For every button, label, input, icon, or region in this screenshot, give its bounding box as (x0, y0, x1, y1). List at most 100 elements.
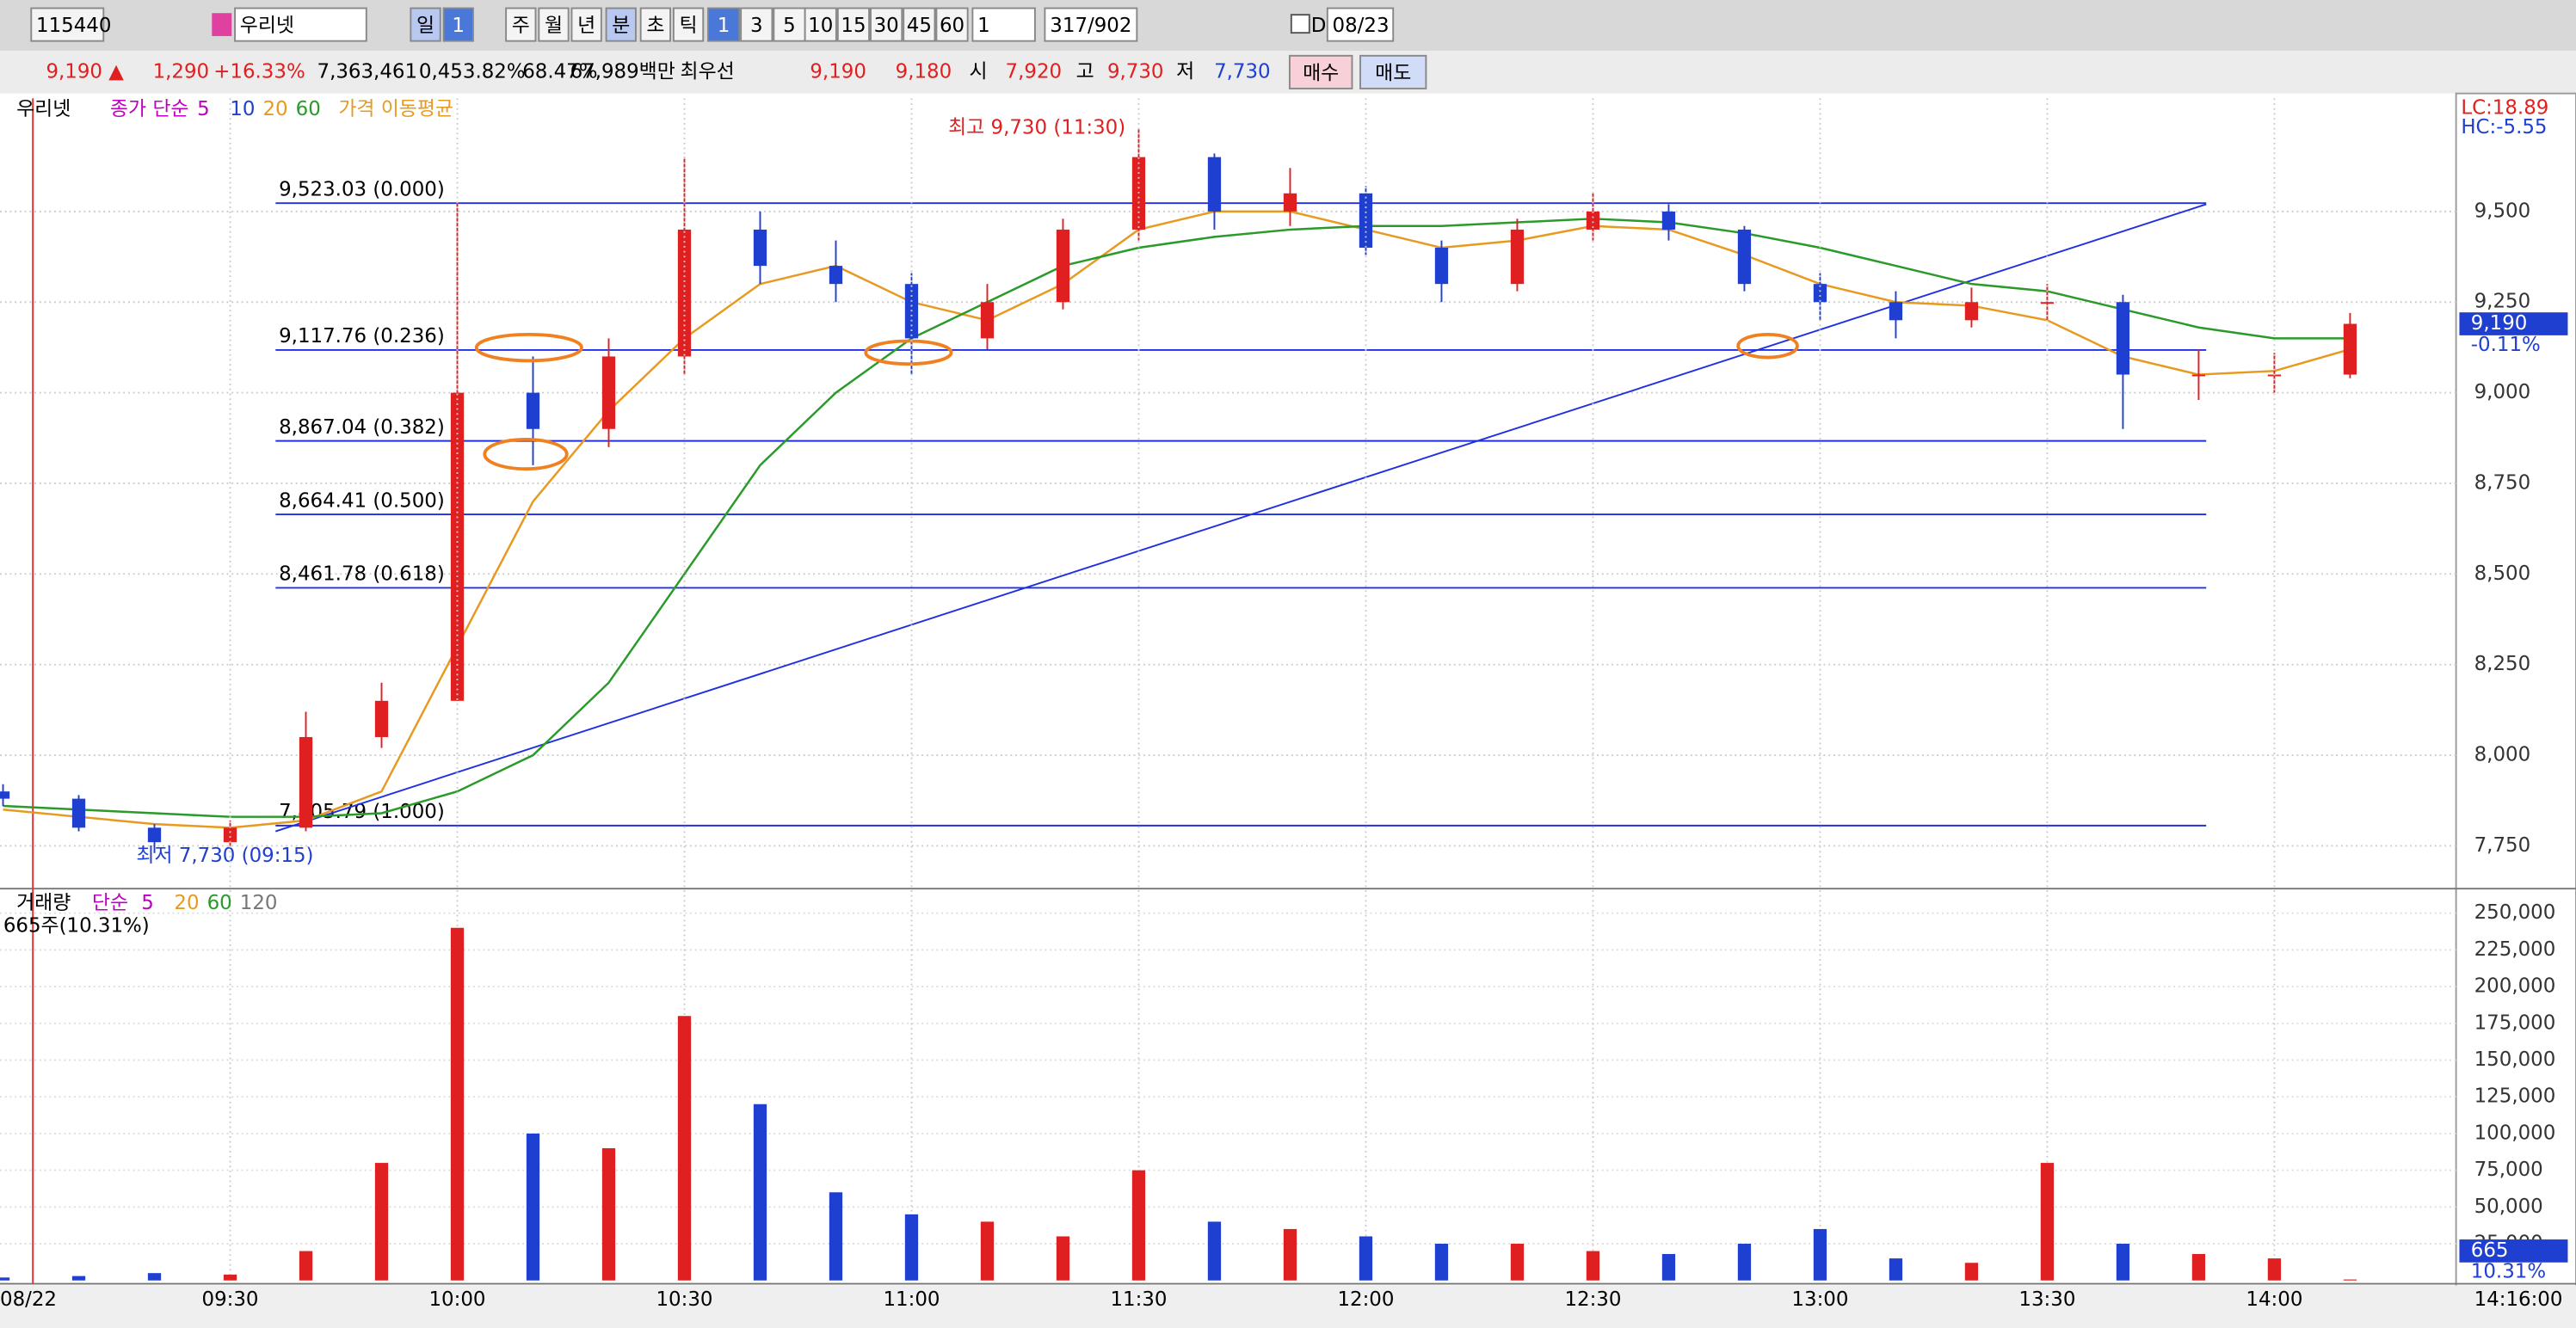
interval-button[interactable]: 15 (841, 15, 866, 37)
interval-button[interactable]: 45 (907, 15, 932, 37)
interval-button[interactable]: 10 (808, 15, 833, 37)
volume-bar (1056, 1236, 1070, 1281)
buy-button-box[interactable] (1288, 54, 1353, 89)
current-volume: 665 (2471, 1239, 2509, 1262)
current-price: 9,190 (2471, 312, 2528, 335)
volume-bar (1586, 1251, 1600, 1281)
volume-bar (223, 1274, 237, 1281)
period-button[interactable]: 주 (512, 15, 530, 37)
candle-body (71, 798, 86, 828)
period-button-box[interactable] (672, 7, 705, 42)
candle-body (677, 229, 692, 357)
period-button[interactable]: 틱 (680, 15, 698, 37)
interval-button-box[interactable] (740, 7, 773, 42)
interval-button-box[interactable] (836, 7, 871, 42)
candle-body (1359, 193, 1373, 249)
period-value[interactable]: 1 (452, 15, 465, 37)
candle-body (1510, 229, 1525, 285)
volume-bar (1283, 1228, 1297, 1281)
checkbox[interactable] (1290, 14, 1310, 34)
candle-body (1661, 211, 1676, 230)
interval-button[interactable]: 30 (874, 15, 899, 37)
moving-average (3, 210, 2351, 829)
y-tick-label: 150,000 (2474, 1048, 2556, 1071)
x-end-label: 14:16:00 (2474, 1288, 2563, 1311)
buy-button[interactable]: 매수 (1303, 62, 1339, 84)
volume-bar (526, 1133, 540, 1281)
interval-button[interactable]: 3 (750, 15, 763, 37)
period-button[interactable]: 일 (416, 15, 434, 37)
period-button[interactable]: 분 (612, 15, 630, 37)
count-input[interactable]: 1 (977, 15, 990, 37)
info-change: 1,290 (153, 60, 210, 83)
x-tick-label: 11:00 (883, 1288, 940, 1311)
y-tick-label: 75,000 (2474, 1159, 2543, 1181)
current-volume-box (2459, 1239, 2568, 1263)
interval-button-box[interactable] (804, 7, 837, 42)
period-button-box[interactable] (570, 7, 602, 42)
candle-body (526, 392, 540, 429)
date-input-box[interactable] (1326, 7, 1395, 42)
interval-button[interactable]: 1 (718, 15, 730, 37)
info-amount: 67,989백만 (570, 60, 675, 83)
period-button-box[interactable] (410, 7, 441, 42)
plot-bg (0, 93, 2456, 1288)
highlight-ellipse (1736, 332, 1799, 360)
info-volume: 7,363,461 (317, 60, 418, 83)
period-button[interactable]: 월 (545, 15, 563, 37)
volume-bar (2191, 1253, 2206, 1281)
info-open-label: 시 (970, 60, 988, 83)
count-input-box[interactable] (971, 7, 1036, 42)
x-tick-label: 10:00 (429, 1288, 486, 1311)
candle-body (1737, 229, 1752, 285)
volume-bar (2343, 1279, 2357, 1281)
volume-bar (374, 1163, 389, 1281)
legend-label: 종가 단순 (110, 98, 189, 120)
stock-name[interactable]: 우리넷 (240, 15, 294, 37)
info-low-label: 저 (1176, 60, 1194, 83)
range-display-box[interactable] (1044, 7, 1138, 42)
interval-button[interactable]: 5 (783, 15, 796, 37)
interval-button-box[interactable] (707, 7, 741, 42)
date-input[interactable]: 08/23 (1333, 15, 1390, 37)
y-tick-label: 8,250 (2474, 653, 2531, 675)
period-button-box[interactable] (538, 7, 570, 42)
volume-bar (450, 927, 465, 1281)
legend-period: 20 (263, 98, 288, 120)
volume-bar (299, 1251, 313, 1281)
fib-label: 9,523.03 (0.000) (279, 178, 445, 200)
range-display[interactable]: 317/902 (1050, 15, 1131, 37)
period-button[interactable]: 년 (577, 15, 595, 37)
volume-bar (1510, 1244, 1525, 1281)
y-tick-label: 8,000 (2474, 744, 2531, 766)
period-button[interactable]: 초 (646, 15, 664, 37)
stock-code-box[interactable] (30, 7, 105, 42)
interval-button-box[interactable] (935, 7, 969, 42)
y-tick-label: 175,000 (2474, 1011, 2556, 1034)
interval-button-box[interactable] (903, 7, 936, 42)
candle-body (2116, 302, 2130, 375)
candle-body (2040, 302, 2055, 304)
period-value-box[interactable] (442, 7, 474, 42)
stock-code[interactable]: 115440 (36, 15, 111, 37)
candle-body (1056, 229, 1070, 303)
y-tick-label: 9,250 (2474, 291, 2531, 313)
fib-label: 8,867.04 (0.382) (279, 416, 445, 439)
period-button-box[interactable] (605, 7, 637, 42)
sell-button-box[interactable] (1359, 54, 1427, 89)
sell-button[interactable]: 매도 (1375, 62, 1411, 84)
info-volume-rate: 0,453.82% (419, 60, 526, 83)
interval-button-box[interactable] (870, 7, 903, 42)
period-button-box[interactable] (505, 7, 537, 42)
volume-bar (71, 1276, 86, 1281)
interval-button[interactable]: 60 (940, 15, 964, 37)
interval-button-box[interactable] (773, 7, 806, 42)
volume-bar (829, 1192, 843, 1281)
highlight-ellipse (864, 339, 953, 366)
check-label: D (1311, 15, 1327, 37)
period-button-box[interactable] (639, 7, 672, 42)
y-tick-label: 100,000 (2474, 1122, 2556, 1144)
stock-name-box[interactable] (234, 7, 367, 42)
fib-label: 9,117.76 (0.236) (279, 325, 445, 347)
annotation: 최고 9,730 (11:30) (948, 116, 1125, 138)
